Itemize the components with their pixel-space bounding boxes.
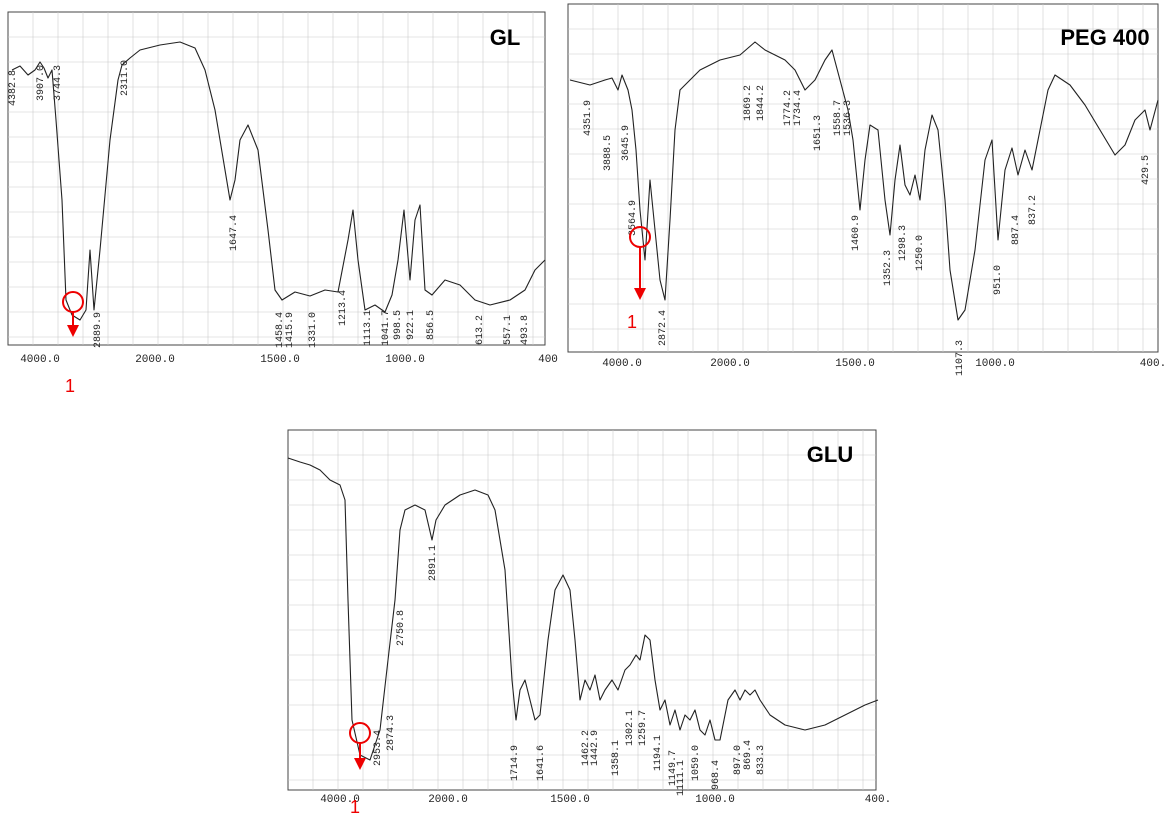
peak-label: 1734.4 [793, 90, 804, 126]
peak-label: 3888.5 [603, 135, 614, 171]
curves [11, 41, 1159, 761]
x-tick-label: 2000.0 [710, 358, 750, 370]
panel-title: GL [490, 25, 521, 50]
peak-label: 1352.3 [883, 250, 894, 286]
peak-label: 2891.1 [428, 545, 439, 581]
peak-label: 1358.1 [611, 740, 622, 776]
marker-arrowhead [354, 758, 366, 770]
grid [8, 4, 1158, 790]
peak-label: 1107.3 [955, 340, 966, 376]
peak-label: 1302.1 [625, 710, 636, 746]
x-tick-label: 1500.0 [550, 794, 590, 806]
peak-label: 1194.1 [653, 735, 664, 771]
peak-label: 1298.3 [898, 225, 909, 261]
spectrum-curve [287, 457, 879, 761]
peak-label: 1460.9 [851, 215, 862, 251]
peak-label: 1647.4 [229, 215, 240, 251]
x-tick-label: 1500.0 [835, 358, 875, 370]
peak-label: 1059.0 [691, 745, 702, 781]
peak-label: 1458.4 [275, 312, 286, 348]
peak-label: 3907.0 [36, 65, 47, 101]
peak-label: 4351.9 [583, 100, 594, 136]
x-tick-label: 4000.0 [20, 354, 60, 366]
peak-label: 2750.8 [396, 610, 407, 646]
x-tick-label: 400 [538, 354, 558, 366]
peak-label: 3564.9 [628, 200, 639, 236]
marker-label: 1 [350, 797, 360, 817]
marker-arrowhead [634, 288, 646, 300]
labels: GL 4000.0 2000.0 1500.0 1000.0 400 4382.8 3907.… [8, 25, 1166, 817]
peak-label: 2311.0 [120, 60, 131, 96]
panel-frames [7, 3, 1159, 791]
peak-label: 1462.2 [581, 730, 592, 766]
peak-label: 1651.3 [813, 115, 824, 151]
x-tick-label: 1500.0 [260, 354, 300, 366]
peak-label: 493.8 [520, 315, 531, 345]
peak-label: 1641.6 [536, 745, 547, 781]
peak-label: 1536.3 [843, 100, 854, 136]
panel-title: PEG 400 [1060, 25, 1149, 50]
peak-label: 3744.3 [53, 65, 64, 101]
peak-label: 613.2 [475, 315, 486, 345]
peak-label: 1149.7 [668, 750, 679, 786]
peak-label: 1869.2 [743, 85, 754, 121]
peak-label: 869.4 [743, 740, 754, 770]
peak-label: 1442.9 [590, 730, 601, 766]
peak-label: 1250.0 [915, 235, 926, 271]
plot-frame [567, 3, 1159, 353]
peak-label: 998.5 [393, 310, 404, 340]
peak-label: 1714.9 [510, 745, 521, 781]
peak-label: 856.5 [426, 310, 437, 340]
marker-label: 1 [65, 376, 75, 396]
x-tick-label: 400. [1140, 358, 1166, 370]
peak-label: 429.5 [1141, 155, 1152, 185]
peak-label: 1844.2 [756, 85, 767, 121]
spectrum-curve [569, 41, 1159, 321]
x-tick-label: 1000.0 [385, 354, 425, 366]
peak-label: 1415.9 [285, 312, 296, 348]
plot-frame [7, 11, 546, 346]
peak-label: 897.0 [733, 745, 744, 775]
peak-label: 557.1 [503, 315, 514, 345]
peak-label: 1558.7 [833, 100, 844, 136]
marker-circle [349, 722, 371, 744]
peak-label: 1259.7 [638, 710, 649, 746]
x-tick-label: 1000.0 [695, 794, 735, 806]
x-tick-label: 2000.0 [428, 794, 468, 806]
marker-arrowhead [67, 325, 79, 337]
peak-label: 3645.9 [621, 125, 632, 161]
x-tick-label: 4000.0 [602, 358, 642, 370]
spectrum-curve [11, 41, 546, 321]
peak-label: 922.1 [406, 310, 417, 340]
marker-circle [62, 291, 84, 313]
x-tick-label: 4000.0 [320, 794, 360, 806]
peak-label: 968.4 [711, 760, 722, 790]
peak-label: 887.4 [1011, 215, 1022, 245]
peak-label: 2889.9 [93, 312, 104, 348]
peak-label: 1113.1 [363, 310, 374, 346]
x-tick-label: 400. [865, 794, 891, 806]
peak-label: 833.3 [756, 745, 767, 775]
peak-label: 1331.0 [308, 312, 319, 348]
peak-label: 1213.4 [338, 290, 349, 326]
plot-frame [287, 429, 877, 791]
marker-label: 1 [627, 312, 637, 332]
peak-label: 2953.4 [373, 730, 384, 766]
peak-label: 837.2 [1028, 195, 1039, 225]
peak-label: 1041.7 [381, 310, 392, 346]
panel-title: GLU [807, 442, 853, 467]
peak-label: 4382.8 [8, 70, 19, 106]
x-tick-label: 2000.0 [135, 354, 175, 366]
peak-label: 2874.3 [386, 715, 397, 751]
peak-label: 2872.4 [658, 310, 669, 346]
x-tick-label: 1000.0 [975, 358, 1015, 370]
peak-label: 1111.1 [676, 760, 687, 796]
peak-label: 951.0 [993, 265, 1004, 295]
peak-label: 1774.2 [783, 90, 794, 126]
